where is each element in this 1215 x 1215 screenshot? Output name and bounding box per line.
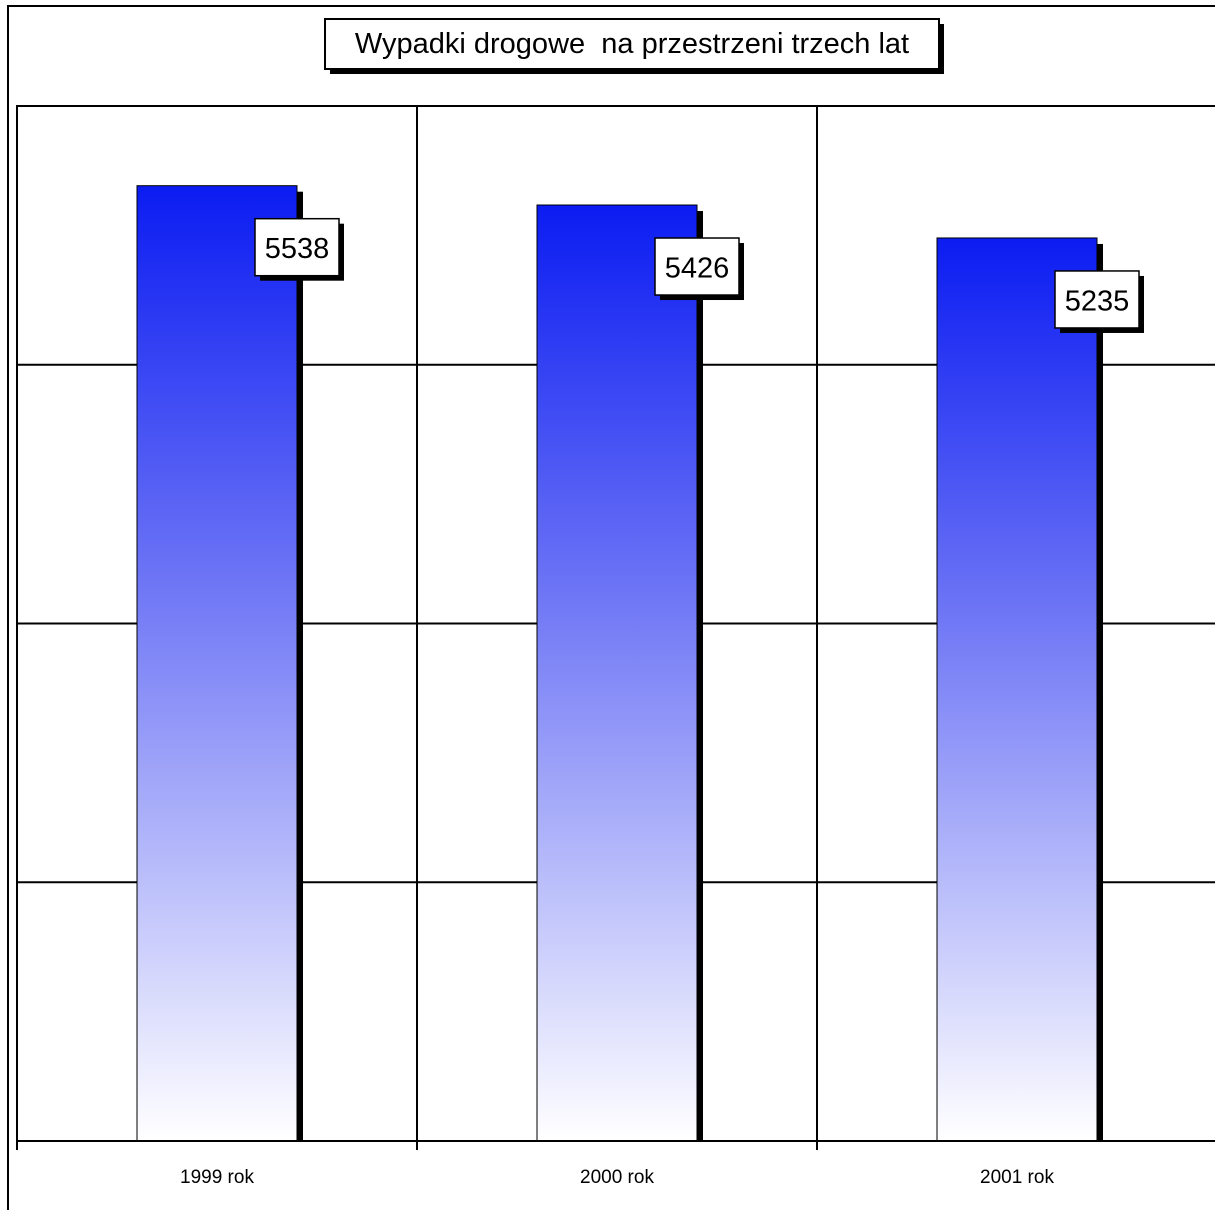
bar-2000-rok [536, 204, 698, 1142]
bar-1999-rok [136, 185, 298, 1142]
chart-title-box [324, 18, 940, 70]
x-tick-labels: 1999 rok 2000 rok 2001 rok [180, 1167, 1054, 1188]
data-label: 5235 [1065, 285, 1130, 317]
data-label-box [254, 217, 340, 277]
bars [136, 185, 1103, 1142]
data-label-box [654, 237, 740, 296]
chart-border [7, 5, 1215, 1215]
data-labels: 5538 5426 5235 [254, 217, 1144, 333]
x-tick-label: 2000 rok [580, 1167, 654, 1188]
data-label: 5538 [265, 233, 330, 265]
x-tick-label: 1999 rok [180, 1167, 254, 1188]
bar-2001-rok [936, 237, 1098, 1142]
data-label: 5426 [665, 253, 730, 285]
x-tick-label: 2001 rok [980, 1167, 1054, 1188]
data-label-box [1054, 270, 1140, 329]
chart-title: Wypadki drogowe na przestrzeni trzech la… [355, 28, 909, 60]
x-axis [16, 1140, 1215, 1150]
